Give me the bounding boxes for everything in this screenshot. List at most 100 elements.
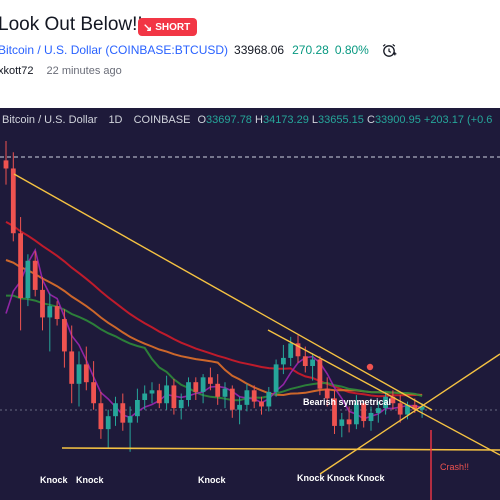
chart-legend: Bitcoin / U.S. Dollar 1D COINBASE O33697… [2, 114, 492, 126]
legend-o-label: O [197, 114, 207, 126]
symbol-link[interactable]: Bitcoin / U.S. Dollar (COINBASE:BTCUSD) [0, 43, 229, 57]
candle-body [91, 382, 96, 404]
candle-body [324, 388, 330, 399]
symbol-change: 270.28 [292, 43, 329, 57]
candle-body [237, 404, 242, 410]
candle-body [419, 406, 425, 410]
candle-body [32, 260, 38, 290]
candle-body [288, 343, 294, 358]
legend-symbol: Bitcoin / U.S. Dollar [2, 114, 98, 126]
trend-down-icon: ↘ [143, 21, 153, 34]
candle-body [47, 306, 53, 318]
alarm-clock-plus-icon[interactable] [381, 42, 397, 58]
candle-body [62, 319, 67, 352]
candle-body [135, 400, 140, 417]
knock-label-3: Knock [198, 475, 227, 485]
published-time: 22 minutes ago [46, 65, 122, 77]
moving-averages [5, 221, 423, 420]
candle-body [76, 364, 82, 384]
legend-ohlc: O33697.78 H34173.29 L33655.15 C33900.95 … [197, 114, 492, 126]
candle-body [83, 364, 89, 383]
candle-body [405, 404, 410, 415]
candle-body [273, 364, 279, 392]
candle-body [127, 416, 133, 423]
candle-body [171, 385, 177, 409]
knock-label-2: Knock [76, 475, 105, 485]
descending-trendline [13, 173, 433, 411]
candle-body [156, 390, 162, 404]
candle-body [354, 403, 359, 425]
candle-body [317, 359, 323, 389]
candle-body [113, 403, 118, 417]
candle-body [251, 390, 257, 402]
legend-open: 33697.78 [206, 114, 252, 126]
candle-body [229, 388, 235, 410]
candle-body [375, 408, 381, 413]
short-badge-label: SHORT [155, 21, 191, 33]
candle-body [10, 168, 16, 234]
support-line [61, 447, 500, 451]
candle-body [412, 404, 418, 410]
chart-area[interactable]: Bearish symmetrical Crash!! Knock Knock … [0, 108, 500, 500]
candle-body [361, 403, 367, 422]
author-row: xkott72 22 minutes ago [0, 65, 122, 77]
candle-body [390, 396, 396, 404]
author-link[interactable]: xkott72 [0, 65, 34, 77]
candle-body [281, 357, 286, 365]
candle-body [368, 412, 374, 422]
legend-change: +203.17 (+0.6 [423, 114, 493, 126]
drawings [13, 173, 500, 500]
candle-body [3, 160, 9, 169]
legend-low: 33655.15 [318, 114, 364, 126]
candle-body [69, 351, 75, 384]
candle-body [164, 385, 169, 404]
candle-body [346, 419, 352, 425]
knock-triple-label: Knock Knock Knock [297, 473, 386, 483]
idea-header: Look Out Below!! ↘ SHORT Bitcoin / U.S. … [0, 0, 500, 108]
triangle-lower-line [319, 353, 500, 475]
candle-body [98, 403, 104, 430]
signal-dot [366, 363, 374, 371]
pattern-label: Bearish symmetrical [303, 397, 391, 407]
legend-h-label: H [255, 114, 263, 126]
candle-body [215, 383, 221, 397]
short-badge[interactable]: ↘ SHORT [138, 18, 198, 36]
legend-c-label: C [366, 114, 375, 126]
legend-close: 33900.95 [374, 114, 421, 126]
candle-body [244, 390, 250, 405]
price-chart[interactable]: Bearish symmetrical Crash!! Knock Knock … [0, 108, 500, 500]
ma-red-line [5, 221, 423, 398]
candle-body [208, 377, 213, 384]
candle-body [383, 396, 388, 409]
candle-body [295, 343, 301, 357]
candle-body [178, 400, 184, 409]
candle-body [397, 403, 403, 415]
candle-body [310, 359, 315, 366]
legend-exchange: COINBASE [133, 114, 191, 126]
candle-body [142, 393, 148, 400]
candle-body [302, 356, 308, 366]
legend-high: 34173.29 [262, 114, 309, 126]
candle-body [40, 289, 45, 318]
candle-body [18, 233, 23, 298]
candle-body [186, 382, 191, 400]
candles [3, 140, 425, 452]
triangle-upper-line [267, 329, 500, 456]
candle-body [222, 388, 228, 397]
candle-body [200, 377, 206, 392]
candle-body [149, 390, 155, 394]
symbol-price: 33968.06 [234, 43, 285, 57]
candle-body [339, 419, 345, 426]
candle-body [120, 403, 126, 423]
symbol-row: Bitcoin / U.S. Dollar (COINBASE:BTCUSD) … [0, 42, 397, 58]
candle-body [105, 416, 111, 430]
legend-l-label: L [311, 114, 319, 126]
idea-title: Look Out Below!! [0, 14, 143, 35]
candle-body [332, 398, 337, 426]
ma-purple-line [5, 247, 423, 420]
candle-body [25, 260, 31, 298]
candle-body [54, 306, 60, 320]
ma-green-line [6, 294, 423, 402]
candle-body [193, 382, 199, 392]
crash-label: Crash!! [440, 462, 469, 472]
